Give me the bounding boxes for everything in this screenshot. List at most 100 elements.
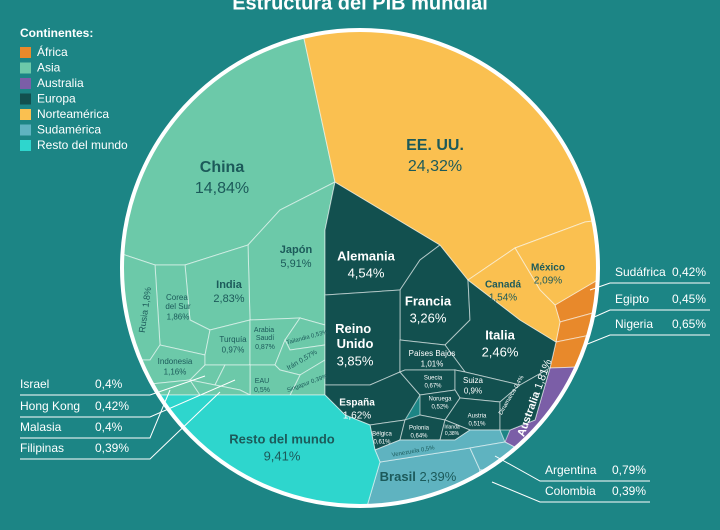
cell-name-label: Indonesia [158,357,193,366]
outside-value-label: 0,79% [612,463,646,477]
cell-name-label: Austria [468,414,487,420]
cell-value-label: 0,53% [310,329,329,339]
cell-name-label: Irlanda [444,424,460,430]
outside-name-label: Argentina [545,463,597,477]
cell-value-label: 2,09% [534,276,562,287]
cell-name-label: Japón [280,244,313,256]
cell-value-label: 9,41% [264,448,301,463]
cell-value-label: 0,51% [468,421,486,427]
cell-name-label: Corea del Sur [165,293,191,311]
cell-name-label: Venezuela [391,447,420,458]
legend-swatch [20,62,31,74]
cell-value-label: 0,9% [464,387,482,396]
cell-value-label: 0,5% [254,387,270,394]
legend-label: Resto del mundo [37,138,128,152]
legend-label: Europa [37,92,76,106]
cell-name-label: Francia [405,293,452,308]
leader-line [589,282,710,291]
cell-value-label: 0,64% [410,433,428,439]
cell-name-label: India [216,279,243,291]
legend-label: Australia [37,76,84,90]
outside-value-label: 0,39% [95,441,129,455]
legend-swatch [20,78,31,89]
legend-swatch [20,140,31,151]
cell-name-label: Reino Unido [335,321,375,351]
legend-swatch [20,109,31,120]
cell-value-label: 0,52% [431,404,449,410]
legend-title: Continentes: [20,26,93,40]
cell-name-label: China [200,159,245,176]
leader-line [591,309,710,319]
outside-name-label: Malasia [20,420,62,434]
leader-line [20,375,206,396]
cell-value-label: 1,8% [141,286,154,308]
cell-value-label: 0,67% [424,383,442,389]
cell-name-label: Alemania [337,248,396,263]
outline [120,28,600,508]
cell-name-label: Bélgica [372,432,392,438]
cell-value-label: 0,38% [445,431,460,437]
outside-name-label: Nigeria [615,317,653,331]
outside-value-label: 0,39% [612,484,646,498]
legend-swatch [20,124,31,136]
cell-value-label: 3,26% [410,310,447,325]
cell-name-label: EE. UU. [406,137,464,154]
cell-value-label: 3,85% [337,353,374,368]
outside-value-label: 0,42% [672,265,706,279]
chart-title: Estructura del PIB mundial [232,0,488,14]
cell-value-label: 2,83% [213,293,244,305]
legend-swatch [20,47,31,58]
leader-line [494,455,650,482]
outside-name-label: Colombia [545,484,596,498]
cell-name-label: Suiza [463,376,484,385]
cell-name-label: España [339,398,375,409]
cell-name-label: Turquía [219,335,247,344]
cell-name-label: EAU [255,378,269,385]
cell-value-label: 1,86% [167,313,190,322]
leader-line [584,334,710,346]
outside-value-label: 0,4% [95,377,123,391]
cell-value-label: 24,32% [408,158,462,175]
outside-name-label: Israel [20,377,49,391]
cell-name-label: Noruega [428,397,452,403]
cell [467,247,561,343]
cell-label: Brasil 2,39% [380,469,457,484]
cell-name-label: México [531,263,565,274]
cell-value-label: 1,16% [164,368,187,377]
leader-line [20,379,236,418]
cell-value-label: 0,61% [373,439,391,445]
cell [374,429,506,463]
cell-value-label: 0,5% [420,445,435,453]
cell-value-label: 1,01% [421,360,444,369]
cell-name-label: Resto del mundo [229,431,335,446]
cell-name-label: Rusia [137,309,150,333]
cell-value-label: 0,39% [310,373,329,385]
outside-name-label: Egipto [615,292,649,306]
cell-label: Rusia 1,8% [137,286,153,333]
outside-name-label: Filipinas [20,441,64,455]
cell-value-label: 2,39% [419,469,456,484]
cell-name-label: Italia [485,327,515,342]
outside-name-label: Sudáfrica [615,265,666,279]
leader-line [491,481,650,503]
cell-label: Venezuela 0,5% [391,445,435,459]
legend-label: Sudamérica [37,123,101,137]
outside-value-label: 0,45% [672,292,706,306]
cell-name-label: Suecia [424,376,443,382]
cell-value-label: 4,54% [348,265,385,280]
cell-name-label: Brasil [380,469,416,484]
leader-line [20,389,171,439]
cell-value-label: 1,54% [489,293,517,304]
cell-value-label: 5,91% [280,258,311,270]
outside-value-label: 0,65% [672,317,706,331]
outside-name-label: Hong Kong [20,399,80,413]
outside-value-label: 0,4% [95,420,123,434]
cell-name-label: Países Bajos [409,349,456,358]
cell-value-label: 0,97% [222,346,245,355]
cell-name-label: Polonia [409,426,430,432]
cell-value-label: 1,62% [343,411,371,422]
legend-label: Asia [37,61,61,75]
legend-label: Norteamérica [37,107,109,121]
